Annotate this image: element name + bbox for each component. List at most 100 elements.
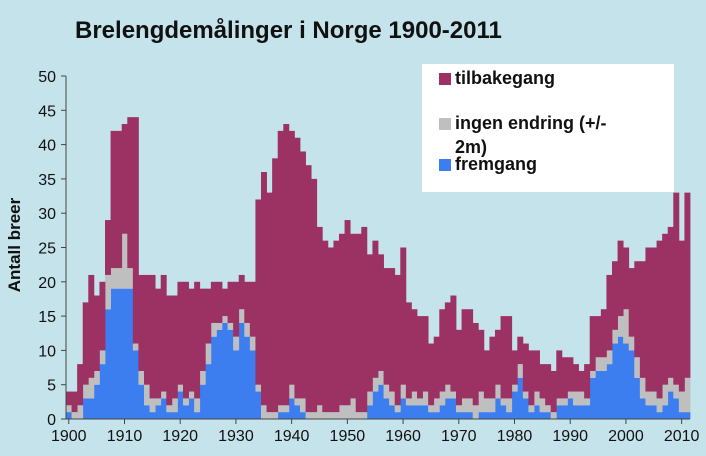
bar-ingen-1940	[288, 384, 295, 399]
bar-tilbakegang-1975	[483, 350, 490, 399]
bar-fremgang-1985	[539, 412, 546, 419]
bar-fremgang-1925	[205, 364, 212, 419]
bar-ingen-1913	[138, 370, 145, 385]
bar-ingen-2001	[628, 336, 635, 351]
chart-title: Brelengdemålinger i Norge 1900-2011	[75, 17, 502, 44]
legend-label-fremgang: fremgang	[455, 154, 537, 174]
bar-tilbakegang-2009	[673, 192, 680, 385]
bar-fremgang-1976	[489, 412, 496, 419]
x-tick-2010: 2010	[664, 428, 700, 445]
legend-label-tilbakegang: tilbakegang	[455, 68, 555, 88]
bar-fremgang-2008	[667, 391, 674, 419]
bar-tilbakegang-1998	[612, 261, 618, 330]
bar-fremgang-1972	[467, 412, 474, 419]
bar-fremgang-1924	[199, 384, 206, 419]
bar-fremgang-1961	[405, 405, 412, 419]
legend: tilbakegang ingen endring (+/- 2m) fremg…	[422, 64, 674, 192]
bar-ingen-1901	[71, 412, 78, 419]
bar-ingen-1983	[528, 405, 535, 413]
y-tick-10: 10	[38, 343, 56, 360]
bar-fremgang-1996	[600, 370, 607, 419]
bar-ingen-1986	[545, 405, 552, 413]
bar-tilbakegang-1966	[433, 336, 440, 399]
bar-ingen-1931	[238, 309, 245, 323]
bar-tilbakegang-1986	[545, 364, 552, 406]
legend-swatch-ingen-endring	[439, 118, 451, 130]
bar-tilbakegang-1959	[394, 274, 401, 406]
bar-fremgang-1995	[595, 370, 602, 419]
bar-ingen-1950	[344, 405, 351, 419]
bar-ingen-1936	[266, 412, 273, 419]
bar-fremgang-1941	[294, 405, 301, 419]
bar-tilbakegang-2010	[678, 240, 685, 392]
bar-tilbakegang-1957	[383, 268, 390, 385]
bar-ingen-1941	[294, 398, 301, 406]
bar-tilbakegang-1978	[500, 316, 507, 399]
bar-ingen-1984	[534, 391, 540, 406]
bar-fremgang-1920	[177, 391, 184, 419]
x-tick-1950: 1950	[330, 428, 366, 445]
bar-tilbakegang-1909	[116, 130, 123, 269]
bar-ingen-1994	[589, 370, 596, 378]
bar-tilbakegang-2006	[656, 240, 663, 399]
y-tick-25: 25	[38, 241, 56, 258]
bar-tilbakegang-1944	[311, 178, 318, 413]
bar-fremgang-1906	[99, 364, 106, 419]
bar-ingen-1900	[66, 405, 72, 413]
bar-tilbakegang-1977	[495, 329, 501, 385]
bar-tilbakegang-1914	[144, 274, 150, 385]
bar-ingen-1918	[166, 405, 173, 413]
bar-tilbakegang-1974	[478, 329, 485, 392]
bar-ingen-2002	[634, 357, 641, 378]
bar-fremgang-1978	[500, 405, 507, 419]
bar-fremgang-2001	[628, 350, 635, 419]
bar-tilbakegang-1910	[121, 124, 128, 234]
bar-ingen-1959	[394, 405, 401, 413]
bar-tilbakegang-1973	[472, 322, 479, 406]
bar-tilbakegang-1996	[600, 309, 607, 358]
bar-fremgang-2006	[656, 412, 663, 419]
bar-ingen-1946	[322, 412, 329, 419]
bar-tilbakegang-1938	[277, 130, 284, 406]
bar-fremgang-1997	[606, 364, 613, 419]
bar-ingen-1904	[88, 377, 95, 399]
bar-tilbakegang-1988	[556, 350, 563, 399]
bar-tilbakegang-1928	[222, 288, 228, 317]
legend-label-ingen-endring: ingen endring (+/-	[455, 113, 607, 133]
x-tick-1910: 1910	[107, 428, 143, 445]
bar-ingen-1967	[439, 391, 446, 406]
bar-fremgang-1938	[277, 412, 284, 419]
bar-ingen-1932	[244, 322, 251, 337]
bar-fremgang-1912	[132, 350, 139, 419]
bar-ingen-1993	[584, 398, 591, 406]
bar-tilbakegang-1982	[522, 343, 529, 392]
bar-ingen-1987	[550, 412, 557, 419]
bar-fremgang-1904	[88, 398, 95, 419]
bar-ingen-2004	[645, 391, 652, 406]
bar-fremgang-1916	[155, 405, 162, 419]
bar-ingen-1934	[255, 384, 262, 392]
bar-tilbakegang-1949	[339, 233, 345, 406]
bar-ingen-1921	[183, 398, 189, 406]
bar-tilbakegang-1935	[261, 172, 267, 406]
bar-ingen-1985	[539, 398, 546, 413]
bar-ingen-1937	[272, 412, 279, 419]
x-tick-1930: 1930	[218, 428, 254, 445]
legend-swatch-fremgang	[439, 159, 451, 171]
bar-tilbakegang-1908	[110, 130, 117, 269]
bar-ingen-1949	[339, 405, 345, 419]
bar-tilbakegang-1994	[589, 316, 596, 371]
y-tick-15: 15	[38, 309, 56, 326]
bar-ingen-1943	[305, 412, 312, 419]
bar-tilbakegang-1920	[177, 281, 184, 385]
bar-tilbakegang-1962	[411, 309, 418, 392]
bar-tilbakegang-1953	[361, 226, 368, 413]
bar-fremgang-1998	[612, 343, 618, 419]
y-tick-30: 30	[38, 206, 56, 223]
bar-ingen-1944	[311, 412, 318, 419]
bar-tilbakegang-1943	[305, 165, 312, 413]
x-tick-1900: 1900	[51, 428, 87, 445]
bar-tilbakegang-1907	[105, 220, 111, 275]
bar-fremgang-1983	[528, 412, 535, 419]
bar-tilbakegang-1936	[266, 192, 273, 413]
